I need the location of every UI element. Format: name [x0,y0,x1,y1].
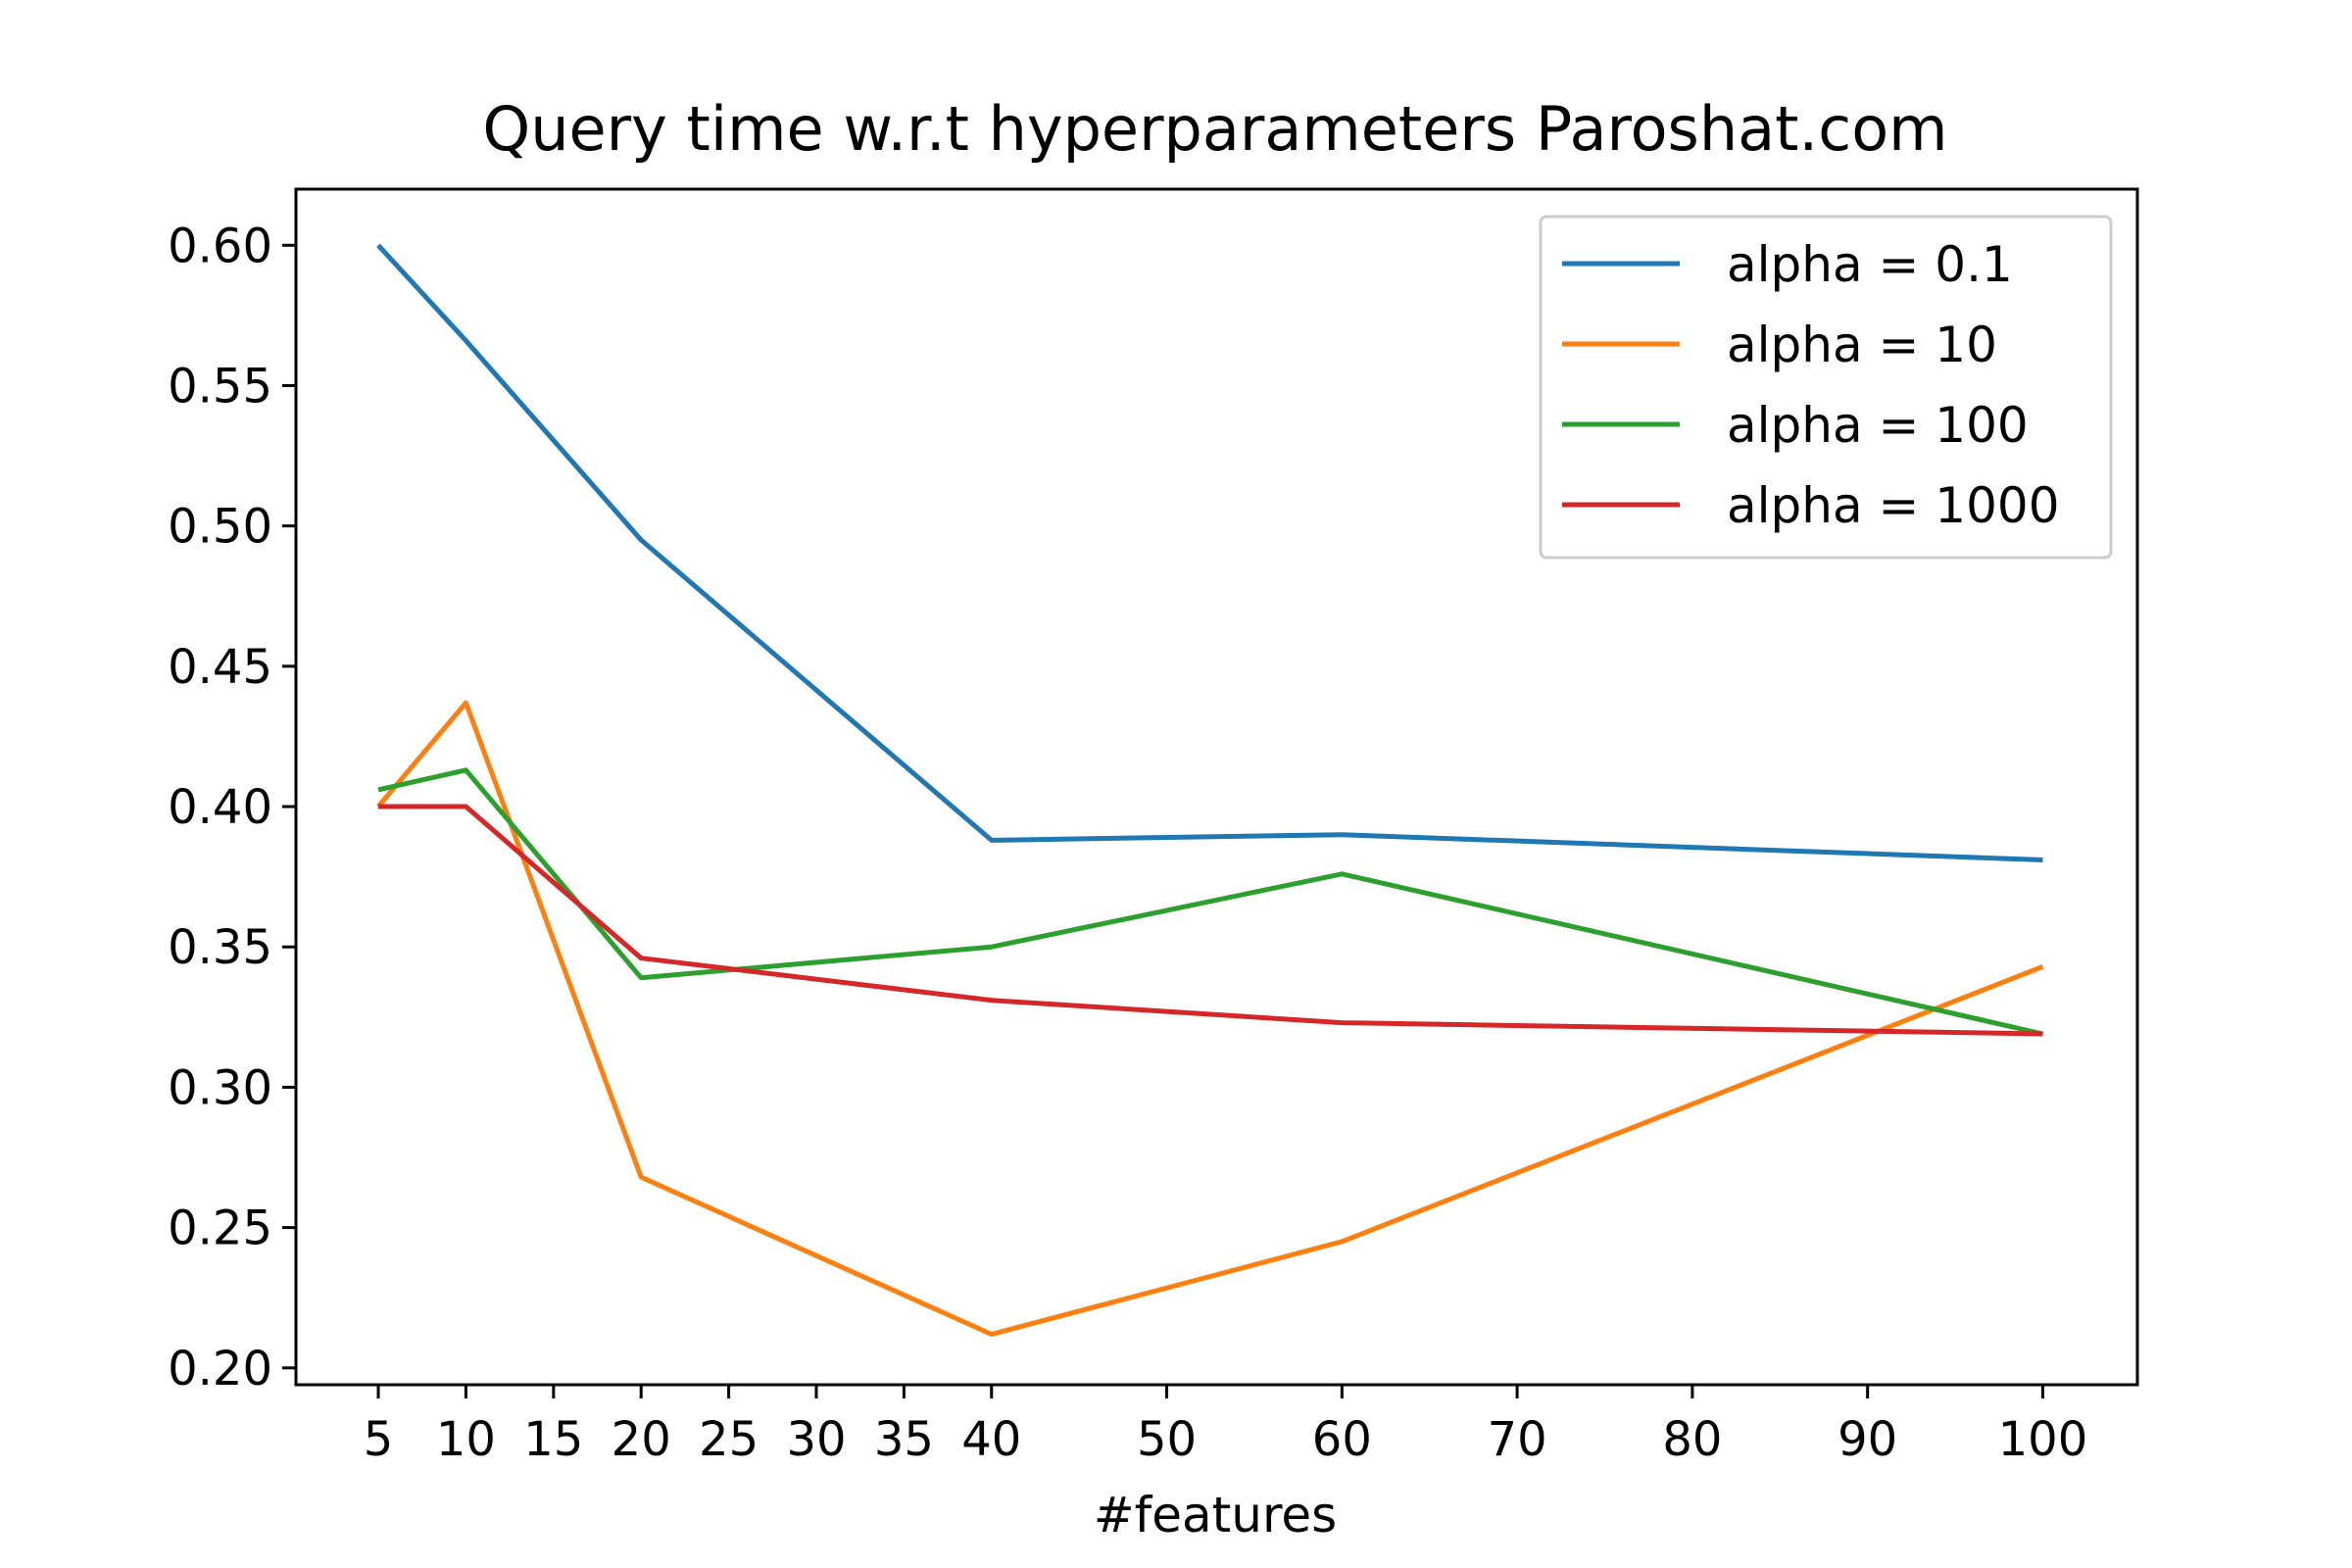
x-tick-label: 70 [1488,1412,1547,1467]
x-tick-label: 25 [699,1412,759,1467]
legend-label-1: alpha = 0.1 [1727,236,2013,293]
series-line-1 [376,243,2043,862]
plot-lines [376,243,2044,1337]
legend-label-2: alpha = 10 [1727,317,1997,373]
legend-label-4: alpha = 1000 [1727,477,2060,534]
series-line-3 [377,767,2044,1037]
y-tick-label: 0.40 [168,780,272,835]
y-tick-label: 0.20 [168,1342,272,1396]
series-line-2 [376,700,2044,1337]
x-tick-label: 50 [1137,1412,1197,1467]
x-tick-label: 10 [436,1412,496,1467]
legend-label-3: alpha = 100 [1727,397,2029,454]
chart-title: Query time w.r.t hyperparameters Parosha… [482,93,1947,165]
y-tick-label: 0.25 [168,1201,272,1256]
legend: alpha = 0.1 alpha = 10 alpha = 100 alpha = … [1539,215,2113,560]
y-tick-label: 0.55 [168,359,272,414]
x-tick-label: 20 [612,1412,671,1467]
x-tick-label: 15 [523,1412,583,1467]
x-tick-label: 90 [1838,1412,1897,1467]
y-tick-label: 0.60 [168,219,272,273]
series-line-4 [378,804,2043,1037]
x-tick-label: 80 [1662,1412,1722,1467]
x-tick-label: 5 [364,1412,394,1467]
legend-box [1539,215,2113,560]
x-tick-label: 35 [874,1412,934,1467]
y-tick-label: 0.35 [168,920,272,975]
x-tick-label: 30 [786,1412,846,1467]
x-tick-label: 60 [1312,1412,1372,1467]
x-axis: 5 10 15 20 25 30 35 40 50 60 70 80 90 100 [364,1385,2088,1467]
y-axis: 0.20 0.25 0.30 0.35 0.40 0.45 0.50 0.55 0.60 [168,219,296,1396]
x-axis-label: #features [1094,1487,1337,1544]
axes-frame [294,187,2139,1387]
y-tick-label: 0.45 [168,640,272,695]
y-tick-label: 0.30 [168,1060,272,1115]
y-tick-label: 0.50 [168,500,272,555]
x-tick-label: 40 [961,1412,1021,1467]
x-tick-label: 100 [1998,1412,2088,1467]
